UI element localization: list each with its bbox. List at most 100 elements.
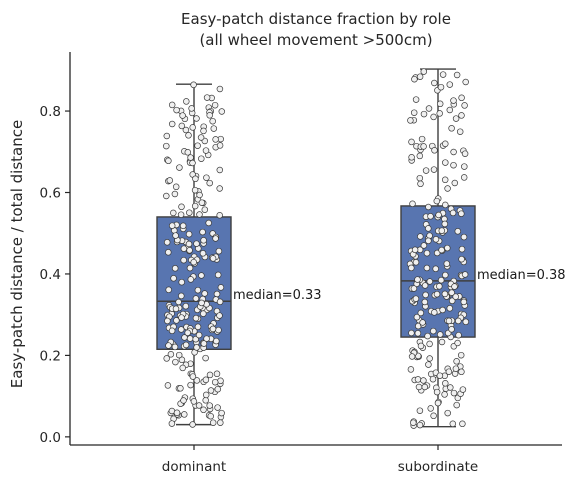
data-point: [198, 155, 205, 162]
data-point: [458, 255, 465, 263]
data-point: [213, 290, 221, 298]
data-point: [217, 419, 224, 426]
data-point: [182, 126, 190, 134]
data-point: [436, 372, 444, 379]
data-point: [430, 327, 437, 335]
data-point: [458, 94, 465, 102]
data-point: [175, 298, 182, 306]
data-point: [163, 142, 170, 150]
data-point: [454, 339, 461, 347]
data-point: [212, 136, 219, 143]
chart-title: Easy-patch distance fraction by role: [181, 10, 451, 28]
data-point: [420, 68, 428, 75]
data-point: [184, 149, 192, 156]
data-point: [201, 206, 209, 213]
data-point: [438, 246, 445, 254]
data-point: [462, 318, 470, 326]
data-point: [184, 329, 191, 337]
data-point: [448, 289, 455, 296]
data-point: [455, 331, 462, 339]
data-point: [188, 105, 195, 112]
data-point: [426, 355, 433, 362]
data-point: [206, 371, 214, 379]
data-point: [193, 344, 200, 351]
data-point: [198, 272, 205, 279]
data-point: [211, 101, 219, 109]
data-point: [202, 354, 209, 362]
data-point: [196, 211, 203, 218]
data-point: [175, 351, 183, 359]
data-point: [447, 384, 454, 391]
data-point: [461, 150, 469, 157]
data-point: [197, 134, 205, 141]
x-tick-label-subordinate: subordinate: [398, 459, 478, 475]
data-point: [445, 317, 453, 325]
data-point: [416, 407, 424, 414]
chart-subtitle: (all wheel movement >500cm): [199, 31, 432, 49]
data-point: [425, 105, 433, 112]
data-point: [213, 370, 221, 378]
data-point: [423, 249, 431, 257]
data-point: [442, 380, 449, 387]
data-point: [457, 351, 465, 359]
data-point: [408, 264, 415, 272]
data-point: [189, 373, 197, 380]
data-point: [415, 383, 423, 391]
data-point: [218, 108, 226, 115]
data-point: [425, 203, 432, 211]
data-point: [200, 127, 207, 135]
data-point: [176, 164, 183, 171]
data-point: [187, 154, 194, 161]
data-point: [217, 377, 224, 385]
data-point: [420, 377, 427, 384]
data-point: [435, 211, 442, 219]
data-point: [452, 365, 460, 372]
data-point: [214, 385, 222, 393]
data-point: [194, 286, 202, 294]
data-point: [190, 81, 197, 89]
data-point: [172, 358, 179, 366]
data-point: [461, 163, 468, 170]
data-point: [189, 159, 196, 167]
data-point: [195, 331, 203, 339]
data-point: [170, 275, 177, 282]
data-point: [436, 100, 444, 108]
data-point: [191, 186, 199, 194]
data-point: [164, 382, 172, 389]
data-point: [414, 276, 421, 283]
data-point: [165, 342, 172, 349]
data-point: [216, 85, 224, 93]
data-point: [408, 138, 415, 146]
data-point: [167, 351, 175, 358]
data-point: [202, 397, 209, 404]
data-point: [206, 402, 213, 409]
data-point: [416, 152, 424, 160]
data-point: [199, 250, 207, 257]
data-point: [411, 75, 418, 83]
data-point: [163, 239, 171, 246]
data-point: [426, 278, 434, 285]
data-point: [407, 117, 414, 124]
data-point: [190, 398, 198, 405]
data-point: [177, 385, 184, 392]
data-point: [436, 331, 444, 338]
data-point: [439, 71, 447, 78]
data-point: [165, 286, 172, 294]
data-point: [420, 242, 428, 249]
y-axis-label: Easy-patch distance / total distance: [8, 120, 26, 388]
data-point: [203, 174, 210, 181]
data-point: [425, 361, 432, 368]
data-point: [216, 212, 223, 219]
data-point: [407, 366, 415, 373]
data-point: [209, 255, 217, 262]
data-point: [432, 236, 440, 243]
data-point: [180, 256, 187, 264]
data-point: [437, 276, 445, 284]
data-point: [200, 406, 207, 414]
data-point: [427, 405, 434, 412]
data-point: [414, 376, 422, 383]
data-point: [417, 342, 425, 350]
data-point: [446, 106, 454, 114]
median-annotation-dominant: median=0.33: [233, 288, 322, 303]
data-point: [202, 391, 210, 399]
